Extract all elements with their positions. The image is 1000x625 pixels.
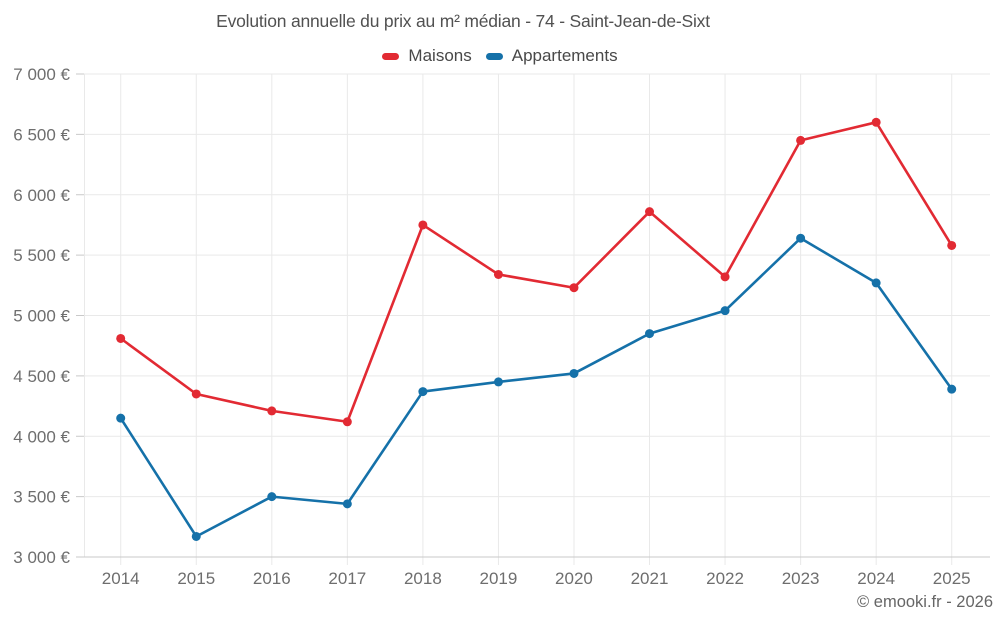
y-axis-label-7000: 7 000 € [13, 65, 70, 84]
data-point-maisons-2022[interactable] [720, 272, 730, 282]
x-axis-label-2024: 2024 [857, 569, 895, 588]
x-axis-label-2023: 2023 [782, 569, 820, 588]
legend-label-maisons: Maisons [408, 46, 472, 65]
data-point-maisons-2023[interactable] [796, 135, 806, 145]
x-axis-label-2022: 2022 [706, 569, 744, 588]
x-axis-label-2017: 2017 [328, 569, 366, 588]
data-point-maisons-2021[interactable] [645, 207, 655, 217]
legend-item-maisons[interactable]: Maisons [382, 46, 472, 66]
data-point-maisons-2024[interactable] [871, 117, 881, 127]
chart-title: Evolution annuelle du prix au m² médian … [216, 11, 710, 31]
y-axis-label-4500: 4 500 € [13, 367, 70, 386]
maisons-series-swatch-icon [382, 52, 400, 60]
data-point-maisons-2014[interactable] [116, 333, 126, 343]
data-point-maisons-2025[interactable] [947, 240, 957, 250]
y-axis-label-5000: 5 000 € [13, 307, 70, 326]
data-point-appartements-2021[interactable] [645, 329, 655, 339]
data-point-appartements-2025[interactable] [947, 384, 957, 394]
x-axis-label-2014: 2014 [102, 569, 140, 588]
data-point-appartements-2014[interactable] [116, 413, 126, 423]
data-point-appartements-2019[interactable] [493, 377, 503, 387]
y-axis-label-6500: 6 500 € [13, 125, 70, 144]
data-point-maisons-2019[interactable] [493, 269, 503, 279]
y-axis-label-3000: 3 000 € [13, 548, 70, 567]
x-axis-label-2025: 2025 [933, 569, 971, 588]
data-point-maisons-2015[interactable] [191, 389, 201, 399]
data-point-appartements-2022[interactable] [720, 306, 730, 316]
data-point-appartements-2018[interactable] [418, 387, 428, 397]
data-point-appartements-2017[interactable] [342, 499, 352, 509]
y-axis-label-6000: 6 000 € [13, 186, 70, 205]
x-axis-label-2020: 2020 [555, 569, 593, 588]
x-axis-label-2021: 2021 [631, 569, 669, 588]
data-point-maisons-2020[interactable] [569, 283, 579, 293]
appartements-series-swatch-icon [485, 52, 503, 60]
data-point-appartements-2015[interactable] [191, 531, 201, 541]
y-axis-label-3500: 3 500 € [13, 488, 70, 507]
x-axis-label-2016: 2016 [253, 569, 291, 588]
x-axis-label-2019: 2019 [480, 569, 518, 588]
data-point-appartements-2024[interactable] [871, 278, 881, 288]
series-line-appartements [119, 236, 954, 538]
data-point-maisons-2017[interactable] [342, 417, 352, 427]
legend: Maisons Appartements [0, 46, 1000, 66]
series-line-maisons [119, 121, 954, 424]
y-axis-label-4000: 4 000 € [13, 427, 70, 446]
x-axis-label-2018: 2018 [404, 569, 442, 588]
data-point-appartements-2020[interactable] [569, 368, 579, 378]
data-point-appartements-2016[interactable] [267, 492, 277, 502]
y-axis-label-5500: 5 500 € [13, 246, 70, 265]
legend-item-appartements[interactable]: Appartements [485, 46, 618, 66]
legend-label-appartements: Appartements [511, 46, 618, 65]
data-point-appartements-2023[interactable] [796, 233, 806, 243]
data-point-maisons-2016[interactable] [267, 406, 277, 416]
x-axis-label-2015: 2015 [177, 569, 215, 588]
credit-text: © emooki.fr - 2026 [857, 593, 993, 611]
data-point-maisons-2018[interactable] [418, 220, 428, 230]
